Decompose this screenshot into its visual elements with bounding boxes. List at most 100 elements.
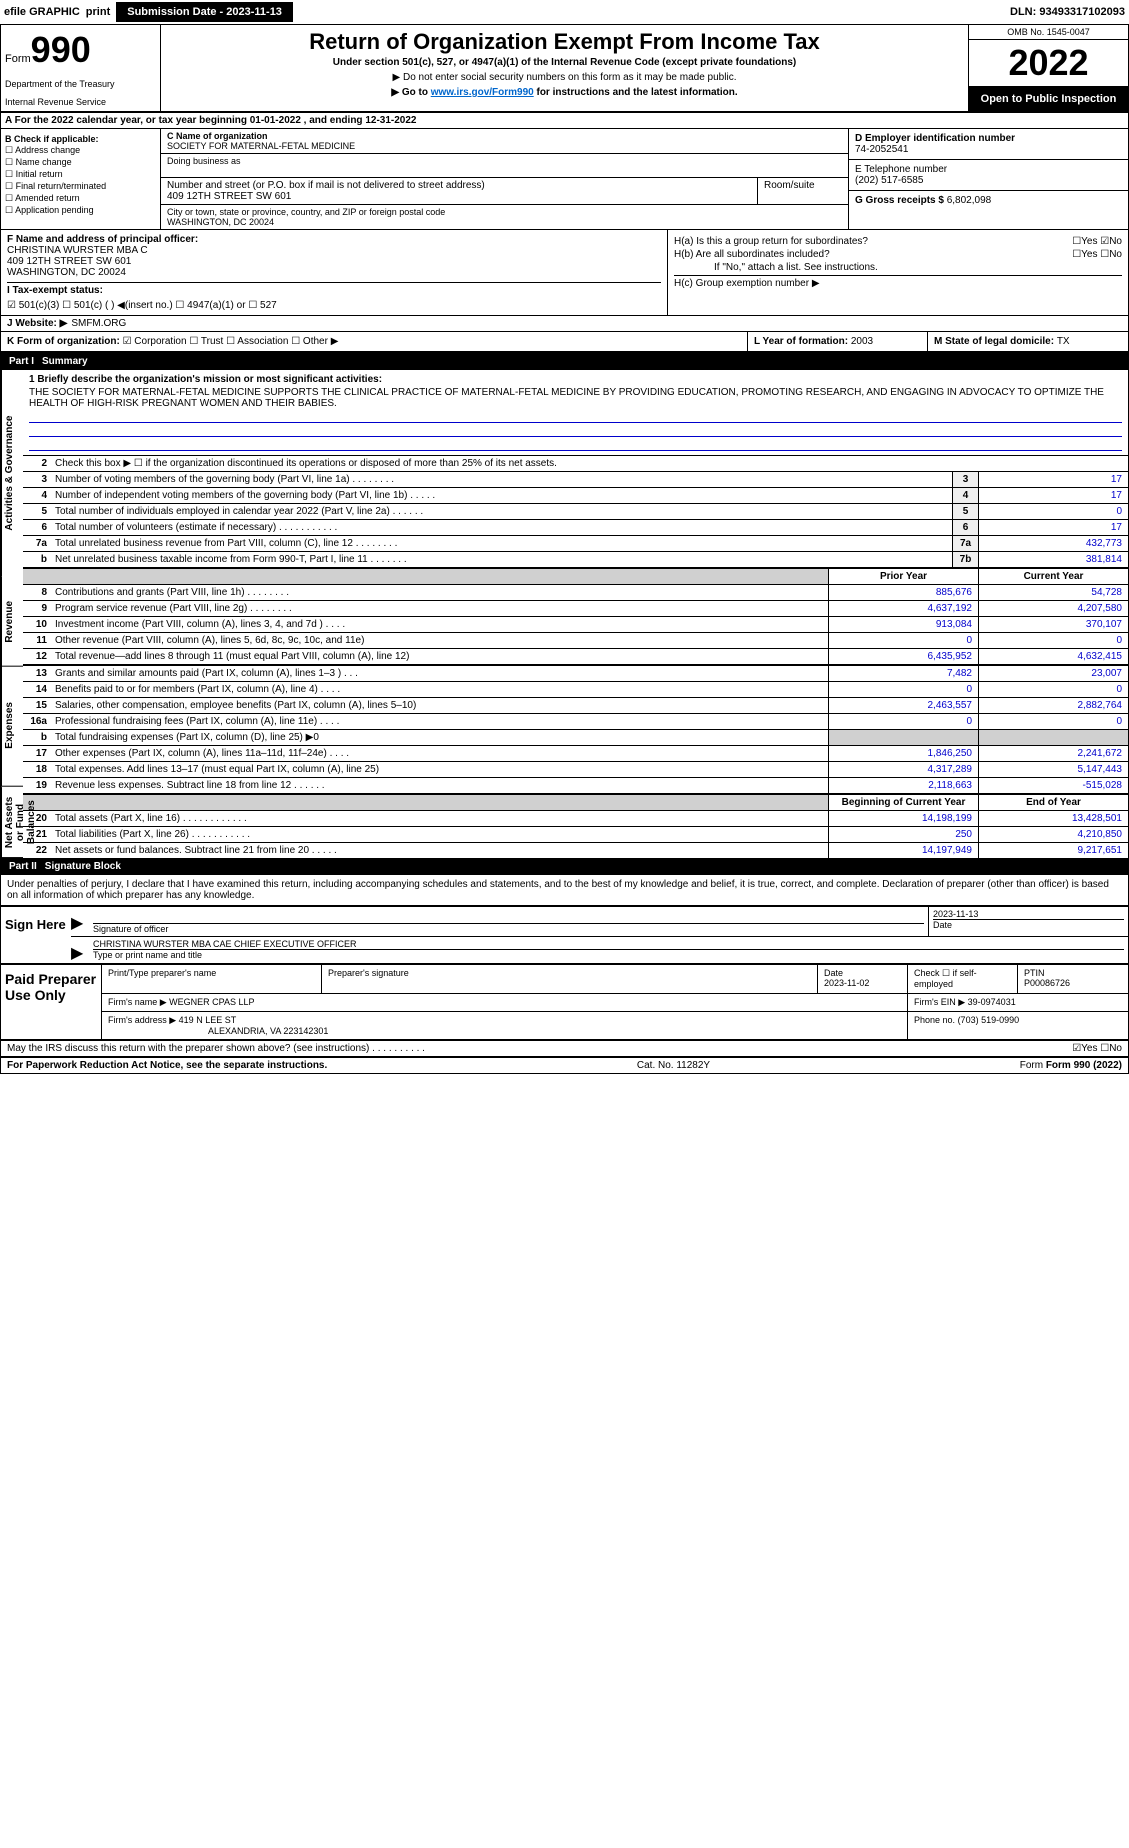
line9: Program service revenue (Part VIII, line… — [51, 601, 828, 616]
chk-pending[interactable]: ☐ Application pending — [5, 205, 156, 216]
officer-addr1: 409 12TH STREET SW 601 — [7, 256, 661, 267]
line15: Salaries, other compensation, employee b… — [51, 698, 828, 713]
row-m-val: TX — [1057, 336, 1070, 347]
addr-val: 409 12TH STREET SW 601 — [167, 191, 751, 202]
sig-name-val: CHRISTINA WURSTER MBA CAE CHIEF EXECUTIV… — [93, 939, 1124, 949]
penalty-text: Under penalties of perjury, I declare th… — [1, 875, 1128, 905]
form-note2: ▶ Go to www.irs.gov/Form990 for instruct… — [169, 87, 960, 98]
firm-phone-label: Phone no. — [914, 1015, 955, 1025]
ha-label: H(a) Is this a group return for subordin… — [674, 236, 1072, 247]
irs-link[interactable]: www.irs.gov/Form990 — [431, 87, 534, 98]
part1-num: Part I — [9, 356, 34, 367]
row-k-opts[interactable]: ☑ Corporation ☐ Trust ☐ Association ☐ Ot… — [123, 336, 339, 347]
part1-title: Summary — [42, 356, 88, 367]
line19: Revenue less expenses. Subtract line 18 … — [51, 778, 828, 793]
ein-block: D Employer identification number 74-2052… — [849, 129, 1128, 160]
chk-initial[interactable]: ☐ Initial return — [5, 169, 156, 180]
line6: Total number of volunteers (estimate if … — [51, 520, 952, 535]
firm-ein-label: Firm's EIN ▶ — [914, 997, 965, 1007]
sig-date-label: Date — [933, 919, 1124, 930]
col-c: C Name of organization SOCIETY FOR MATER… — [161, 129, 848, 229]
form-subtitle: Under section 501(c), 527, or 4947(a)(1)… — [169, 57, 960, 68]
chk-address[interactable]: ☐ Address change — [5, 145, 156, 156]
line6-val: 17 — [978, 520, 1128, 535]
ein-val: 74-2052541 — [855, 144, 1122, 155]
sig-officer-label: Signature of officer — [93, 923, 924, 934]
line3-val: 17 — [978, 472, 1128, 487]
chk-final[interactable]: ☐ Final return/terminated — [5, 181, 156, 192]
line4-val: 17 — [978, 488, 1128, 503]
vtab-governance: Activities & Governance — [1, 370, 23, 577]
officer-label: F Name and address of principal officer: — [7, 234, 661, 245]
officer-name: CHRISTINA WURSTER MBA C — [7, 245, 661, 256]
part2-title: Signature Block — [45, 861, 121, 872]
sign-here-block: Sign Here ▶ Signature of officer 2023-11… — [1, 905, 1128, 965]
hb-val[interactable]: ☐Yes ☐No — [1072, 249, 1122, 260]
discuss-q: May the IRS discuss this return with the… — [7, 1043, 425, 1054]
dba-label: Doing business as — [167, 156, 842, 166]
tax-status-opts[interactable]: ☑ 501(c)(3) ☐ 501(c) ( ) ◀(insert no.) ☐… — [7, 300, 661, 311]
form-note1: ▶ Do not enter social security numbers o… — [169, 72, 960, 83]
hdr-boy: Beginning of Current Year — [828, 795, 978, 810]
row-i: I Tax-exempt status: ☑ 501(c)(3) ☐ 501(c… — [7, 282, 661, 311]
paid-preparer-block: Paid Preparer Use Only Print/Type prepar… — [1, 965, 1128, 1041]
line22: Net assets or fund balances. Subtract li… — [51, 843, 828, 858]
print-label[interactable]: print — [86, 6, 110, 18]
prep-sig-label: Preparer's signature — [328, 968, 811, 978]
part2-num: Part II — [9, 861, 37, 872]
org-name-label: C Name of organization — [167, 131, 842, 141]
gross-label: G Gross receipts $ — [855, 195, 944, 206]
sig-officer-cell: Signature of officer — [89, 907, 928, 936]
discuss-a[interactable]: ☑Yes ☐No — [1072, 1043, 1122, 1054]
arrow-icon: ▶ — [71, 937, 89, 963]
form-title: Return of Organization Exempt From Incom… — [169, 29, 960, 55]
line16b: Total fundraising expenses (Part IX, col… — [51, 730, 828, 745]
chk-amended[interactable]: ☐ Amended return — [5, 193, 156, 204]
ptin-val: P00086726 — [1024, 978, 1122, 988]
row-k-label: K Form of organization: — [7, 336, 120, 347]
submission-date-button[interactable]: Submission Date - 2023-11-13 — [116, 2, 293, 22]
paid-preparer-label: Paid Preparer Use Only — [1, 965, 101, 1039]
discuss-row: May the IRS discuss this return with the… — [1, 1041, 1128, 1058]
hc-label: H(c) Group exemption number ▶ — [674, 278, 1122, 289]
section-bcdefg: B Check if applicable: ☐ Address change … — [1, 129, 1128, 230]
hdr-current-year: Current Year — [978, 569, 1128, 584]
summary-body: Activities & Governance Revenue Expenses… — [1, 370, 1128, 858]
room-label: Room/suite — [758, 178, 848, 204]
firm-addr2: ALEXANDRIA, VA 223142301 — [108, 1026, 901, 1036]
website-val[interactable]: SMFM.ORG — [71, 318, 126, 329]
prep-date-label: Date — [824, 968, 901, 978]
topbar: efile GRAPHIC print Submission Date - 20… — [0, 0, 1129, 24]
hb-note: If "No," attach a list. See instructions… — [674, 262, 1122, 273]
line3: Number of voting members of the governin… — [51, 472, 952, 487]
row-klm: K Form of organization: ☑ Corporation ☐ … — [1, 332, 1128, 353]
col-b-checkboxes: B Check if applicable: ☐ Address change … — [1, 129, 161, 229]
firm-ein-val: 39-0974031 — [968, 997, 1016, 1007]
gross-val: 6,802,098 — [947, 195, 992, 206]
hdr-eoy: End of Year — [978, 795, 1128, 810]
firm-name-label: Firm's name ▶ — [108, 997, 167, 1007]
line16a: Professional fundraising fees (Part IX, … — [51, 714, 828, 729]
col-h: H(a) Is this a group return for subordin… — [668, 230, 1128, 315]
hdr-prior-year: Prior Year — [828, 569, 978, 584]
sig-date-cell: 2023-11-13 Date — [928, 907, 1128, 936]
city-label: City or town, state or province, country… — [167, 207, 842, 217]
phone-val: (202) 517-6585 — [855, 175, 1122, 186]
vtab-revenue: Revenue — [1, 577, 23, 667]
line18: Total expenses. Add lines 13–17 (must eq… — [51, 762, 828, 777]
firm-name-val: WEGNER CPAS LLP — [169, 997, 254, 1007]
dba-block: Doing business as — [161, 154, 848, 178]
dln-label: DLN: 93493317102093 — [1010, 6, 1125, 18]
ha-val[interactable]: ☐Yes ☑No — [1072, 236, 1122, 247]
efile-label: efile GRAPHIC — [4, 6, 80, 18]
chk-name[interactable]: ☐ Name change — [5, 157, 156, 168]
prep-self-emp[interactable]: Check ☐ if self-employed — [908, 965, 1018, 993]
addr-block: Number and street (or P.O. box if mail i… — [161, 178, 848, 205]
prep-name-label: Print/Type preparer's name — [108, 968, 315, 978]
footer: For Paperwork Reduction Act Notice, see … — [1, 1058, 1128, 1073]
sig-date-val: 2023-11-13 — [933, 909, 1124, 919]
form-number: 990 — [31, 29, 91, 70]
line10: Investment income (Part VIII, column (A)… — [51, 617, 828, 632]
mission-text: THE SOCIETY FOR MATERNAL-FETAL MEDICINE … — [29, 387, 1122, 409]
line7b-val: 381,814 — [978, 552, 1128, 567]
